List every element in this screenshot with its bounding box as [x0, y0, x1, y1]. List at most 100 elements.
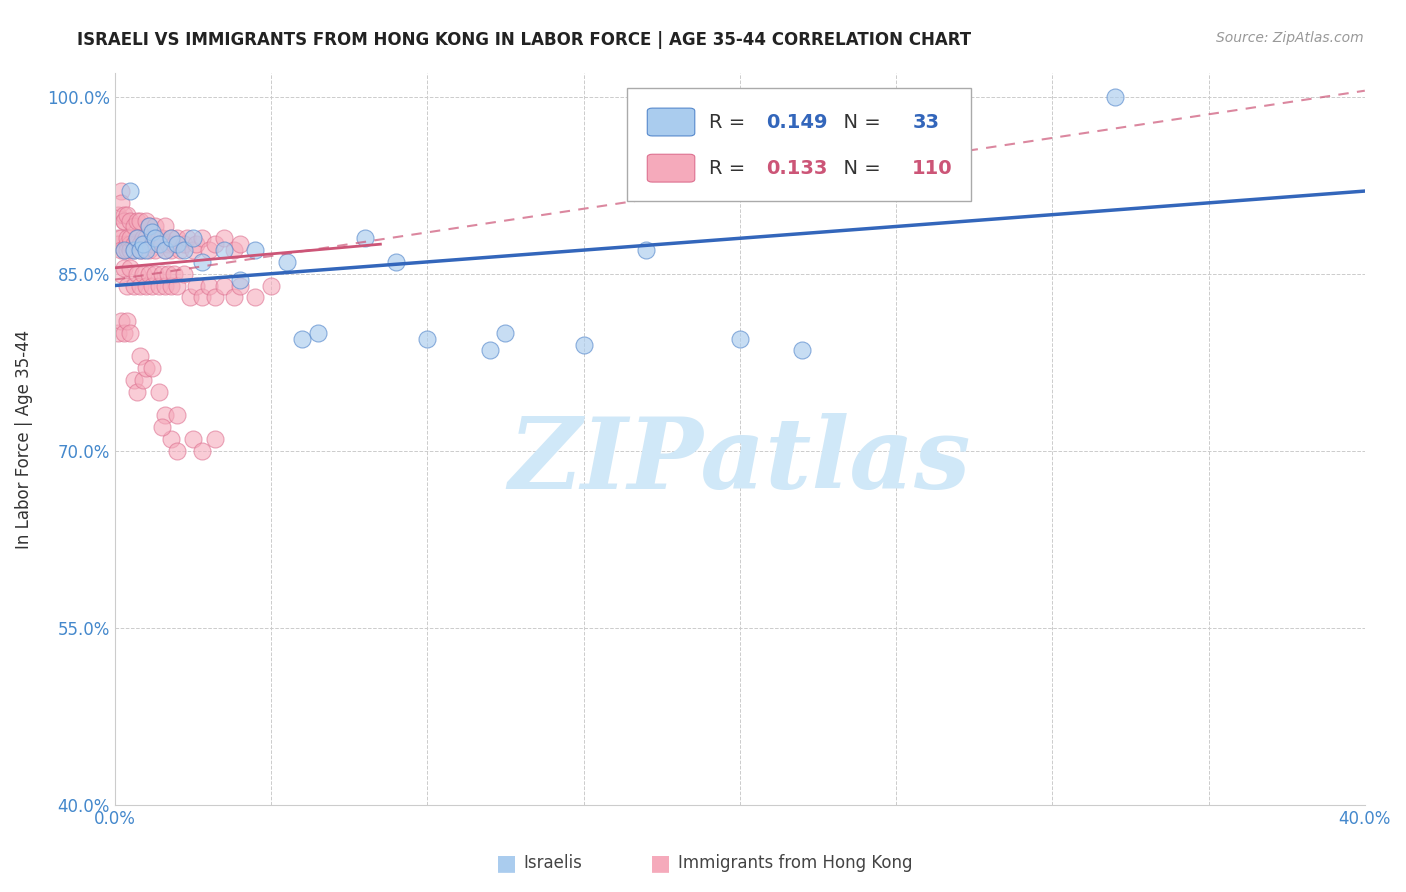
Point — [107, 208, 129, 222]
Point — [150, 231, 173, 245]
Point — [150, 420, 173, 434]
Point — [110, 195, 132, 210]
Point — [117, 231, 139, 245]
Point — [132, 267, 155, 281]
Point — [212, 278, 235, 293]
Point — [110, 231, 132, 245]
Point — [166, 443, 188, 458]
Point — [145, 219, 167, 234]
Point — [276, 255, 298, 269]
Point — [156, 267, 179, 281]
Point — [132, 243, 155, 257]
Point — [128, 243, 150, 257]
Point — [153, 243, 176, 257]
Point — [184, 237, 207, 252]
Text: Source: ZipAtlas.com: Source: ZipAtlas.com — [1216, 31, 1364, 45]
Point — [148, 231, 170, 245]
Point — [110, 314, 132, 328]
Point — [173, 243, 195, 257]
Point — [204, 432, 226, 446]
Point — [112, 213, 135, 227]
Point — [138, 243, 160, 257]
Point — [494, 326, 516, 340]
Point — [138, 219, 160, 234]
Point — [125, 384, 148, 399]
Text: R =: R = — [709, 159, 751, 178]
Point — [112, 208, 135, 222]
Point — [135, 231, 157, 245]
Text: 0.133: 0.133 — [766, 159, 827, 178]
Point — [212, 243, 235, 257]
Point — [135, 361, 157, 376]
Point — [141, 361, 163, 376]
FancyBboxPatch shape — [627, 87, 972, 201]
Point — [153, 409, 176, 423]
Point — [125, 213, 148, 227]
Point — [135, 278, 157, 293]
Point — [128, 243, 150, 257]
Point — [135, 243, 157, 257]
Point — [120, 184, 142, 198]
Text: Israelis: Israelis — [523, 855, 582, 872]
Point — [148, 384, 170, 399]
Point — [163, 267, 186, 281]
Point — [141, 278, 163, 293]
Point — [122, 243, 145, 257]
Point — [212, 231, 235, 245]
Point — [160, 231, 183, 245]
Point — [166, 231, 188, 245]
Point — [245, 243, 267, 257]
Point — [163, 237, 186, 252]
Point — [191, 231, 214, 245]
Point — [572, 337, 595, 351]
Point — [107, 231, 129, 245]
Text: ■: ■ — [496, 854, 516, 873]
Point — [1104, 89, 1126, 103]
Point — [181, 243, 204, 257]
Point — [153, 219, 176, 234]
Point — [128, 237, 150, 252]
Point — [160, 231, 183, 245]
Point — [229, 278, 252, 293]
Point — [141, 226, 163, 240]
Point — [179, 290, 201, 304]
Text: 0.149: 0.149 — [766, 112, 828, 131]
Point — [148, 278, 170, 293]
Point — [132, 373, 155, 387]
Point — [145, 267, 167, 281]
Point — [160, 278, 183, 293]
Text: ISRAELI VS IMMIGRANTS FROM HONG KONG IN LABOR FORCE | AGE 35-44 CORRELATION CHAR: ISRAELI VS IMMIGRANTS FROM HONG KONG IN … — [77, 31, 972, 49]
Point — [122, 237, 145, 252]
Point — [156, 237, 179, 252]
Point — [160, 243, 183, 257]
Point — [122, 219, 145, 234]
Point — [204, 237, 226, 252]
Point — [222, 243, 245, 257]
Point — [245, 290, 267, 304]
Y-axis label: In Labor Force | Age 35-44: In Labor Force | Age 35-44 — [15, 329, 32, 549]
Point — [181, 432, 204, 446]
Point — [150, 237, 173, 252]
Point — [125, 231, 148, 245]
Point — [112, 243, 135, 257]
Text: 110: 110 — [912, 159, 953, 178]
Point — [135, 213, 157, 227]
Point — [160, 432, 183, 446]
Point — [307, 326, 329, 340]
Point — [145, 243, 167, 257]
Point — [110, 243, 132, 257]
Point — [792, 343, 814, 358]
Point — [120, 237, 142, 252]
Point — [125, 231, 148, 245]
Point — [120, 326, 142, 340]
Point — [112, 243, 135, 257]
Point — [385, 255, 408, 269]
Point — [153, 243, 176, 257]
Point — [120, 213, 142, 227]
Point — [122, 278, 145, 293]
FancyBboxPatch shape — [647, 108, 695, 136]
Text: ZIPatlas: ZIPatlas — [509, 413, 972, 509]
Point — [110, 184, 132, 198]
Point — [353, 231, 375, 245]
Point — [128, 213, 150, 227]
